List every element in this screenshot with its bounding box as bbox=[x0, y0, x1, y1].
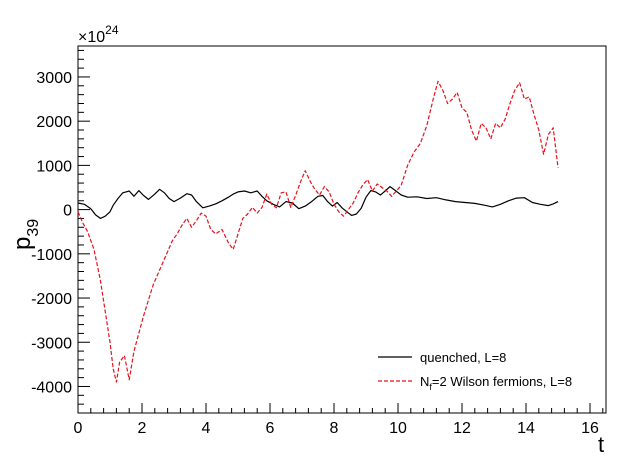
y-axis-exponent: ×1024 bbox=[78, 23, 119, 46]
series-line-wilson-fermions bbox=[77, 80, 559, 383]
x-tick-label: 2 bbox=[138, 420, 147, 437]
y-tick-label: 3000 bbox=[36, 70, 72, 87]
legend: quenched, L=8 Nf=2 Wilson fermions, L=8 bbox=[378, 350, 572, 392]
x-tick-label: 0 bbox=[74, 420, 83, 437]
x-tick-label: 4 bbox=[202, 420, 211, 437]
x-tick-label: 14 bbox=[517, 420, 535, 437]
series-lines bbox=[77, 80, 559, 383]
y-axis-exponent-base: ×10 bbox=[78, 29, 105, 46]
x-axis-title: t bbox=[598, 432, 604, 457]
y-tick-label: -3000 bbox=[31, 335, 72, 352]
legend-entry-quenched-label: quenched, L=8 bbox=[420, 350, 506, 365]
y-tick-label: 2000 bbox=[36, 114, 72, 131]
plot-area-border bbox=[77, 45, 607, 414]
y-tick-label: 1000 bbox=[36, 158, 72, 175]
y-axis-exponent-power: 24 bbox=[105, 23, 119, 37]
x-tick-label: 12 bbox=[453, 420, 471, 437]
y-axis-title: p39 bbox=[9, 219, 42, 250]
y-axis-title-subscript: 39 bbox=[25, 219, 42, 237]
y-tick-label: -4000 bbox=[31, 379, 72, 396]
series-line-quenched bbox=[77, 186, 559, 219]
y-tick-label: -2000 bbox=[31, 291, 72, 308]
y-tick-label: 0 bbox=[63, 203, 72, 220]
y-tick-label: -1000 bbox=[31, 247, 72, 264]
axes: 0 2 4 6 8 10 12 14 16 -4000 -3000 -2000 -1000 0 1000 20… bbox=[31, 49, 604, 437]
x-tick-label: 10 bbox=[389, 420, 407, 437]
x-tick-label: 8 bbox=[330, 420, 339, 437]
x-tick-label: 6 bbox=[266, 420, 275, 437]
x-tick-label: 16 bbox=[581, 420, 599, 437]
legend-entry-wilson-fermions-label: Nf=2 Wilson fermions, L=8 bbox=[420, 374, 572, 392]
plot-frame bbox=[77, 45, 607, 414]
y-axis-title-main: p bbox=[9, 237, 36, 250]
